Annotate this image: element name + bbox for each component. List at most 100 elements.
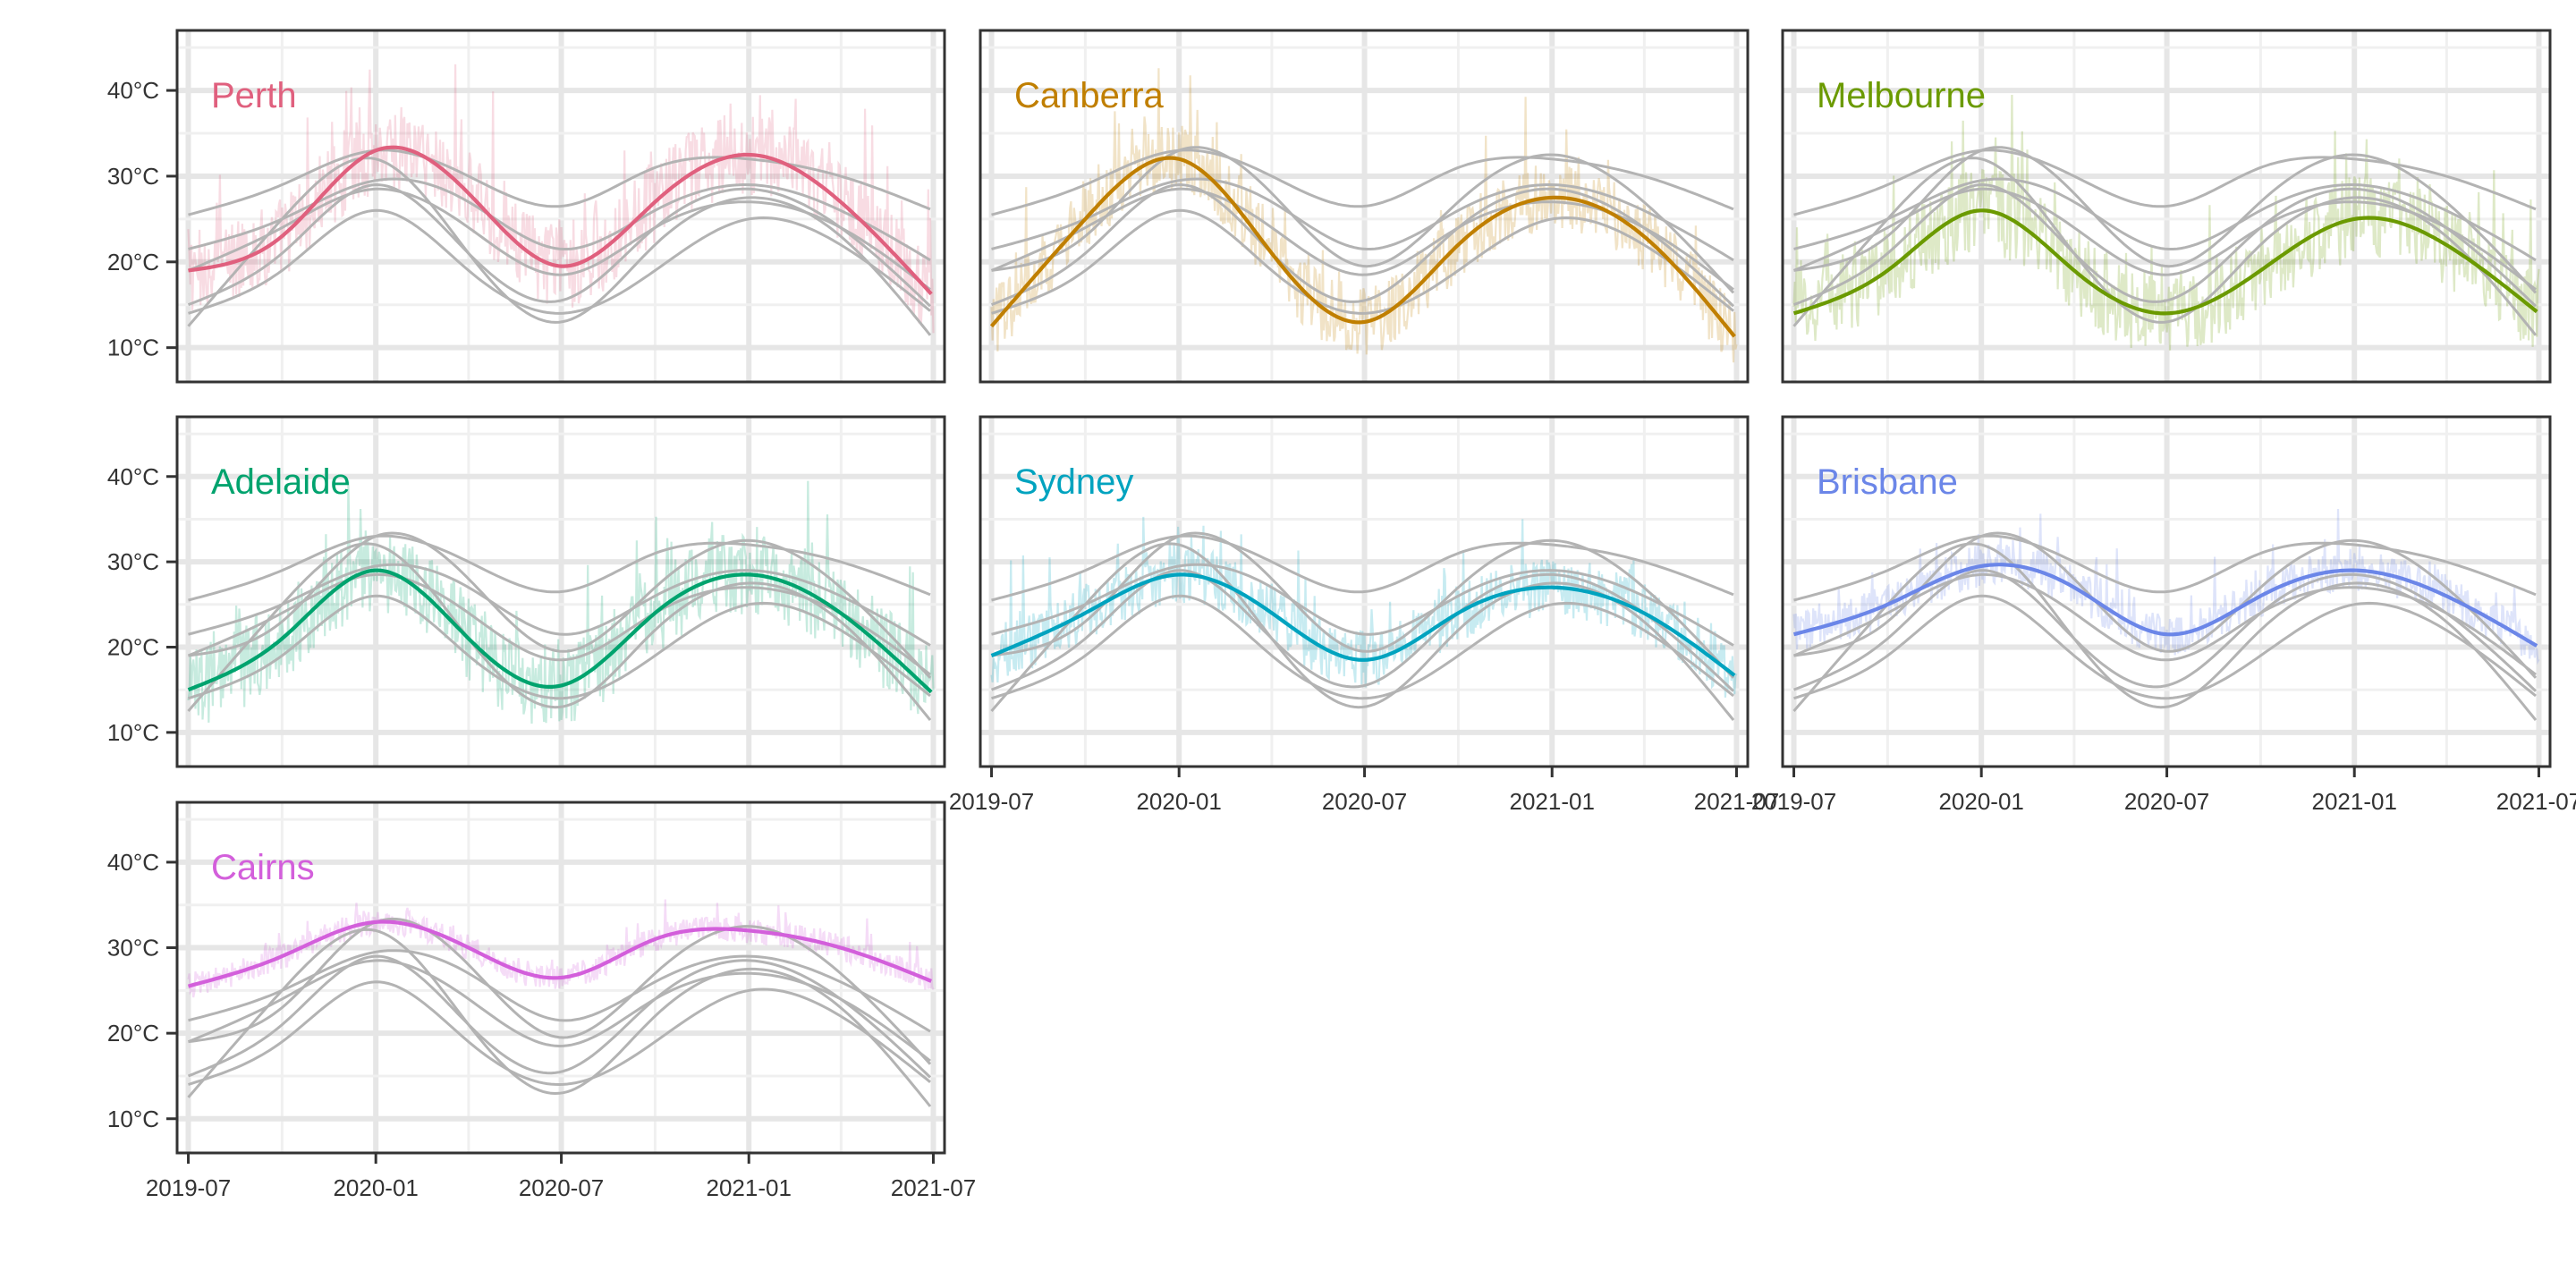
context-line-brisbane	[991, 563, 1734, 647]
context-line-brisbane	[1793, 177, 2537, 262]
context-line-cairns	[1793, 148, 2537, 216]
context-line-melbourne	[188, 594, 931, 700]
x-tick-label: 2021-07	[891, 1174, 976, 1201]
y-tick-label: 30°C	[107, 935, 159, 962]
plot-area	[989, 68, 1738, 363]
gridlines	[1783, 30, 2550, 382]
daily-series-melbourne	[1792, 94, 2540, 351]
context-line-melbourne	[991, 208, 1734, 315]
context-line-melbourne	[188, 980, 931, 1087]
plot-area	[1792, 508, 2540, 722]
context-line-adelaide	[187, 182, 932, 308]
y-tick-label: 20°C	[107, 1020, 159, 1046]
panel-title-melbourne: Melbourne	[1817, 76, 1986, 115]
y-tick-label: 40°C	[107, 463, 159, 490]
x-tick-label: 2020-07	[2124, 788, 2209, 815]
panel-brisbane: Brisbane 2019-07 2020-01 2020-07 2021-01 2021…	[1751, 415, 2576, 815]
y-tick-label: 40°C	[107, 77, 159, 104]
context-line-perth	[1793, 146, 2538, 294]
context-line-sydney	[187, 572, 931, 676]
context-line-adelaide	[187, 954, 932, 1079]
x-tick-label: 2019-07	[1751, 788, 1836, 815]
smooth-line-melbourne	[1792, 208, 2538, 316]
gridlines	[1783, 417, 2550, 767]
panel-border	[979, 29, 1750, 384]
panel-border	[1781, 29, 2552, 384]
x-tick-label: 2020-07	[519, 1174, 604, 1201]
smooth-line-canberra	[989, 156, 1736, 338]
x-tick-label: 2020-01	[1938, 788, 2023, 815]
y-tick-label: 20°C	[107, 249, 159, 275]
smooth-line-brisbane	[1792, 563, 2538, 648]
panel-sydney: Sydney 2019-07 2020-01 2020-07 2021-01 2021-0…	[949, 415, 1779, 815]
smooth-line-cairns	[187, 919, 932, 988]
y-tick-label: 30°C	[107, 548, 159, 575]
y-tick-label: 30°C	[107, 163, 159, 190]
context-line-cairns	[1793, 534, 2537, 602]
plot-area	[1792, 94, 2540, 351]
smooth-line-sydney	[990, 572, 1736, 677]
panel-cairns: Cairns 10°C 20°C 30°C 40°C 2019-07 2020-01 2020…	[107, 801, 976, 1201]
context-line-sydney	[1792, 572, 2537, 676]
context-line-melbourne	[188, 208, 931, 315]
context-line-sydney	[187, 959, 931, 1063]
context-line-adelaide	[990, 182, 1735, 308]
context-line-melbourne	[991, 594, 1734, 700]
context-line-melbourne	[1793, 594, 2537, 700]
gridlines	[177, 802, 945, 1153]
panel-melbourne: Melbourne	[1781, 29, 2552, 384]
x-tick-label: 2020-01	[1136, 788, 1221, 815]
y-tick-label: 10°C	[107, 719, 159, 746]
x-tick-label: 2021-07	[2496, 788, 2576, 815]
panel-title-sydney: Sydney	[1014, 462, 1133, 502]
panel-border	[175, 415, 946, 768]
x-tick-label: 2020-07	[1322, 788, 1407, 815]
context-line-cairns	[991, 534, 1734, 602]
context-line-adelaide	[1792, 569, 2538, 692]
context-line-sydney	[1792, 187, 2537, 291]
context-line-perth	[188, 531, 932, 679]
y-tick-label: 10°C	[107, 335, 159, 361]
x-tick-label: 2021-01	[707, 1174, 792, 1201]
x-tick-label: 2021-01	[2312, 788, 2397, 815]
plot-area	[187, 899, 935, 1107]
smooth-line-adelaide	[187, 568, 933, 694]
panel-title-canberra: Canberra	[1014, 76, 1165, 115]
panel-adelaide: Adelaide 10°C 20°C 30°C 40°C	[107, 415, 946, 768]
context-line-perth	[991, 531, 1735, 679]
gridlines	[980, 30, 1748, 382]
context-line-brisbane	[991, 177, 1734, 262]
y-tick-label: 40°C	[107, 849, 159, 876]
daily-series-brisbane	[1792, 508, 2540, 665]
context-line-perth	[991, 146, 1735, 294]
panel-title-perth: Perth	[211, 76, 297, 115]
x-tick-label: 2021-01	[1510, 788, 1595, 815]
context-line-sydney	[187, 187, 931, 291]
x-tick-label: 2019-07	[949, 788, 1034, 815]
x-tick-label: 2021-07	[1694, 788, 1779, 815]
context-line-adelaide	[990, 569, 1735, 692]
plot-area	[187, 480, 935, 724]
panel-perth: Perth 10°C 20°C 30°C 40°C	[107, 29, 946, 384]
daily-series-sydney	[990, 516, 1738, 698]
plot-area	[990, 516, 1738, 722]
context-line-cairns	[188, 534, 931, 602]
y-tick-label: 20°C	[107, 633, 159, 660]
plot-area	[187, 64, 935, 336]
x-tick-label: 2020-01	[333, 1174, 418, 1201]
panel-title-adelaide: Adelaide	[211, 462, 351, 502]
context-line-brisbane	[188, 563, 931, 647]
x-tick-label: 2019-07	[146, 1174, 231, 1201]
context-line-cairns	[991, 148, 1734, 216]
panel-canberra: Canberra	[979, 29, 1750, 384]
context-line-perth	[188, 917, 932, 1065]
context-line-adelaide	[1792, 182, 2538, 308]
smooth-line-perth	[188, 145, 933, 296]
panel-title-brisbane: Brisbane	[1817, 462, 1958, 502]
context-line-brisbane	[188, 949, 931, 1033]
panel-title-cairns: Cairns	[211, 848, 315, 887]
y-tick-label: 10°C	[107, 1106, 159, 1132]
panel-border	[175, 29, 946, 384]
context-line-cairns	[188, 148, 931, 216]
